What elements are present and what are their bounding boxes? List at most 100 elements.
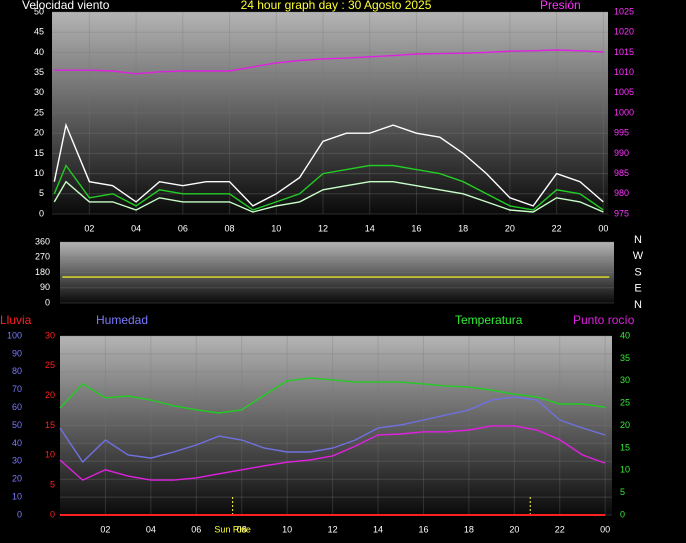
plot-area (60, 336, 612, 515)
y-tick-label: 40 (34, 47, 44, 57)
y-tick-label: 90 (12, 348, 22, 358)
y3-tick-label: 25 (45, 360, 55, 370)
x-tick-label: 10 (271, 223, 281, 233)
y2-tick-label: 1010 (614, 67, 634, 77)
y-tick-label: 90 (40, 282, 50, 292)
y-tick-label: 30 (12, 456, 22, 466)
y3-tick-label: 10 (45, 450, 55, 460)
x-tick-label: 00 (600, 524, 610, 534)
x-tick-label: 16 (418, 524, 428, 534)
x-tick-label: 14 (373, 524, 383, 534)
x-tick-label: 00 (598, 223, 608, 233)
x-tick-label: 06 (178, 223, 188, 233)
y2-tick-label: 1000 (614, 107, 634, 117)
x-tick-label: 14 (365, 223, 375, 233)
y-tick-label: 15 (34, 148, 44, 158)
series-line (59, 377, 606, 414)
x-tick-label: 22 (555, 524, 565, 534)
compass-label: N (634, 299, 642, 311)
y2-tick-label: 990 (614, 148, 629, 158)
plot-area (52, 12, 608, 214)
plot-area (60, 242, 614, 303)
y2-tick-label: 5 (620, 487, 625, 497)
y2-tick-label: 40 (620, 330, 630, 340)
series-line (54, 49, 604, 75)
y-tick-label: 70 (12, 384, 22, 394)
series-line (59, 396, 606, 464)
x-tick-label: 04 (146, 524, 156, 534)
series-line (59, 425, 606, 481)
y-tick-label: 10 (34, 168, 44, 178)
legend-entry: Presión (540, 0, 581, 12)
wind-label: Velocidad viento (22, 0, 110, 12)
y3-tick-label: 15 (45, 420, 55, 430)
chart-title: 24 hour graph day : 30 Agosto 2025 (241, 0, 432, 12)
y2-tick-label: 975 (614, 208, 629, 218)
series-line (53, 180, 604, 213)
compass-label: E (634, 283, 641, 295)
y-tick-label: 0 (45, 297, 50, 307)
y2-tick-label: 1020 (614, 27, 634, 37)
y3-tick-label: 30 (45, 330, 55, 340)
legend-entry: Lluvia (0, 313, 32, 327)
y2-tick-label: 1005 (614, 87, 634, 97)
x-tick-label: 20 (509, 524, 519, 534)
y2-tick-label: 10 (620, 465, 630, 475)
y-tick-label: 30 (34, 87, 44, 97)
x-tick-label: 16 (411, 223, 421, 233)
y-tick-label: 0 (39, 208, 44, 218)
x-tick-label: 12 (328, 524, 338, 534)
y-tick-label: 60 (12, 402, 22, 412)
y2-tick-label: 20 (620, 420, 630, 430)
x-tick-label: 04 (131, 223, 141, 233)
y-tick-label: 25 (34, 107, 44, 117)
y2-tick-label: 15 (620, 442, 630, 452)
y2-tick-label: 980 (614, 188, 629, 198)
y-tick-label: 80 (12, 366, 22, 376)
x-tick-label: 18 (464, 524, 474, 534)
x-tick-label: 10 (282, 524, 292, 534)
y2-tick-label: 30 (620, 375, 630, 385)
y2-tick-label: 1025 (614, 6, 634, 16)
y3-tick-label: 0 (50, 509, 55, 519)
legend-entry: Humedad (96, 313, 148, 327)
y2-tick-label: 1015 (614, 47, 634, 57)
y-tick-label: 45 (34, 27, 44, 37)
x-tick-label: 02 (100, 524, 110, 534)
x-tick-label: 08 (225, 223, 235, 233)
x-tick-label: 12 (318, 223, 328, 233)
y-tick-label: 0 (17, 509, 22, 519)
y-tick-label: 100 (7, 330, 22, 340)
x-tick-label: 20 (505, 223, 515, 233)
y2-tick-label: 25 (620, 398, 630, 408)
y-tick-label: 40 (12, 438, 22, 448)
legend-entry: Punto rocío (573, 313, 635, 327)
y-tick-label: 10 (12, 491, 22, 501)
series-line (53, 164, 604, 211)
compass-label: N (634, 234, 642, 246)
y-tick-label: 180 (35, 267, 50, 277)
x-tick-label: 18 (458, 223, 468, 233)
y-tick-label: 50 (12, 420, 22, 430)
y3-tick-label: 20 (45, 390, 55, 400)
y-tick-label: 270 (35, 252, 50, 262)
legend-entry: Temperatura (455, 313, 523, 327)
y-tick-label: 360 (35, 236, 50, 246)
y2-tick-label: 985 (614, 168, 629, 178)
x-tick-label: 02 (84, 223, 94, 233)
annotation: Sun Rise (214, 524, 251, 534)
y-tick-label: 35 (34, 67, 44, 77)
y3-tick-label: 5 (50, 480, 55, 490)
compass-label: W (633, 250, 644, 262)
y-tick-label: 20 (34, 128, 44, 138)
y2-tick-label: 0 (620, 509, 625, 519)
series-line (53, 122, 604, 207)
y-tick-label: 50 (34, 6, 44, 16)
x-tick-label: 22 (552, 223, 562, 233)
y-tick-label: 20 (12, 474, 22, 484)
compass-label: S (634, 266, 641, 278)
x-tick-label: 06 (191, 524, 201, 534)
y2-tick-label: 35 (620, 353, 630, 363)
y-tick-label: 5 (39, 188, 44, 198)
